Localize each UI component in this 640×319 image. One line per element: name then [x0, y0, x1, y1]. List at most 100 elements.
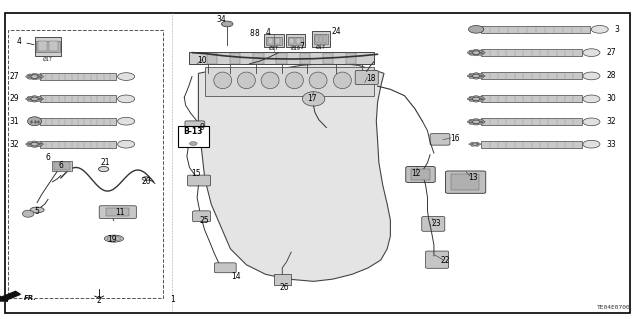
Ellipse shape [467, 121, 473, 123]
Ellipse shape [333, 72, 351, 89]
Ellipse shape [32, 145, 37, 147]
Circle shape [189, 142, 197, 145]
Text: 13: 13 [468, 173, 478, 182]
Text: 22: 22 [441, 256, 450, 265]
Bar [320, 35, 322, 43]
Ellipse shape [474, 100, 479, 102]
Text: 7: 7 [300, 42, 305, 51]
Ellipse shape [36, 99, 42, 101]
Bar [324, 35, 326, 43]
Ellipse shape [26, 98, 31, 100]
Ellipse shape [467, 75, 473, 77]
Ellipse shape [477, 119, 483, 122]
Ellipse shape [30, 207, 44, 213]
Ellipse shape [28, 142, 33, 144]
Ellipse shape [26, 76, 31, 78]
Ellipse shape [38, 98, 44, 100]
Text: 18: 18 [366, 74, 375, 83]
Bar [8, 30, 163, 298]
Ellipse shape [32, 100, 37, 102]
Text: 2: 2 [97, 296, 102, 305]
Circle shape [472, 120, 480, 124]
Ellipse shape [469, 122, 475, 124]
Ellipse shape [471, 142, 475, 144]
Ellipse shape [32, 73, 37, 76]
Ellipse shape [118, 117, 134, 125]
Ellipse shape [38, 143, 44, 145]
Ellipse shape [471, 145, 475, 146]
Bar [289, 38, 294, 44]
Ellipse shape [28, 117, 42, 126]
Ellipse shape [583, 49, 600, 56]
Bar [481, 141, 582, 148]
Ellipse shape [26, 143, 31, 145]
Ellipse shape [469, 53, 475, 55]
Bar [296, 38, 301, 44]
Text: 33: 33 [606, 140, 616, 149]
Bar [411, 169, 430, 180]
Bar [288, 37, 303, 45]
Text: 26: 26 [280, 283, 290, 292]
FancyBboxPatch shape [188, 175, 211, 186]
Bar [266, 37, 282, 45]
FancyArrow shape [0, 291, 20, 301]
Ellipse shape [475, 142, 479, 144]
Circle shape [468, 26, 484, 33]
Ellipse shape [32, 141, 37, 143]
Text: 4: 4 [265, 28, 270, 37]
Ellipse shape [474, 96, 479, 98]
FancyBboxPatch shape [422, 217, 445, 231]
Text: Ø17: Ø17 [269, 46, 279, 51]
Text: 23: 23 [431, 219, 442, 228]
Text: 31: 31 [10, 117, 19, 126]
Text: 25: 25 [199, 216, 209, 225]
Ellipse shape [28, 74, 33, 76]
Text: 8: 8 [249, 29, 254, 38]
Bar [481, 72, 582, 79]
Ellipse shape [469, 119, 475, 122]
Bar [189, 52, 374, 64]
Ellipse shape [309, 72, 327, 89]
Ellipse shape [36, 96, 42, 99]
Text: 8: 8 [255, 29, 259, 38]
Ellipse shape [38, 76, 44, 78]
Bar [253, 53, 264, 64]
Circle shape [31, 75, 38, 78]
Bar [481, 118, 582, 125]
Ellipse shape [477, 53, 483, 55]
Ellipse shape [468, 144, 472, 145]
Text: 24: 24 [332, 27, 341, 36]
Bar [314, 34, 328, 43]
Text: 27: 27 [606, 48, 616, 57]
Ellipse shape [474, 123, 479, 125]
Ellipse shape [28, 77, 33, 79]
Ellipse shape [479, 98, 485, 100]
Bar [323, 53, 333, 64]
Ellipse shape [477, 122, 483, 124]
Text: TE04E0700: TE04E0700 [596, 305, 630, 310]
Text: 15: 15 [191, 169, 202, 178]
Text: 29: 29 [10, 94, 19, 103]
Ellipse shape [479, 121, 485, 123]
Bar [316, 35, 318, 43]
Bar [264, 34, 284, 47]
Text: 32: 32 [606, 117, 616, 126]
Ellipse shape [32, 78, 37, 80]
Ellipse shape [107, 236, 121, 241]
Text: 11: 11 [116, 208, 125, 217]
FancyBboxPatch shape [355, 70, 378, 85]
Ellipse shape [118, 95, 134, 103]
Ellipse shape [469, 96, 475, 99]
Bar [40, 73, 116, 80]
Ellipse shape [583, 140, 600, 148]
Ellipse shape [474, 77, 479, 79]
Bar [178, 126, 209, 147]
Ellipse shape [303, 92, 325, 106]
Text: 17: 17 [307, 94, 317, 103]
Bar [106, 208, 129, 216]
Ellipse shape [469, 99, 475, 101]
Bar [275, 38, 280, 44]
Ellipse shape [28, 96, 33, 99]
Bar [52, 161, 72, 171]
Bar [481, 95, 582, 102]
